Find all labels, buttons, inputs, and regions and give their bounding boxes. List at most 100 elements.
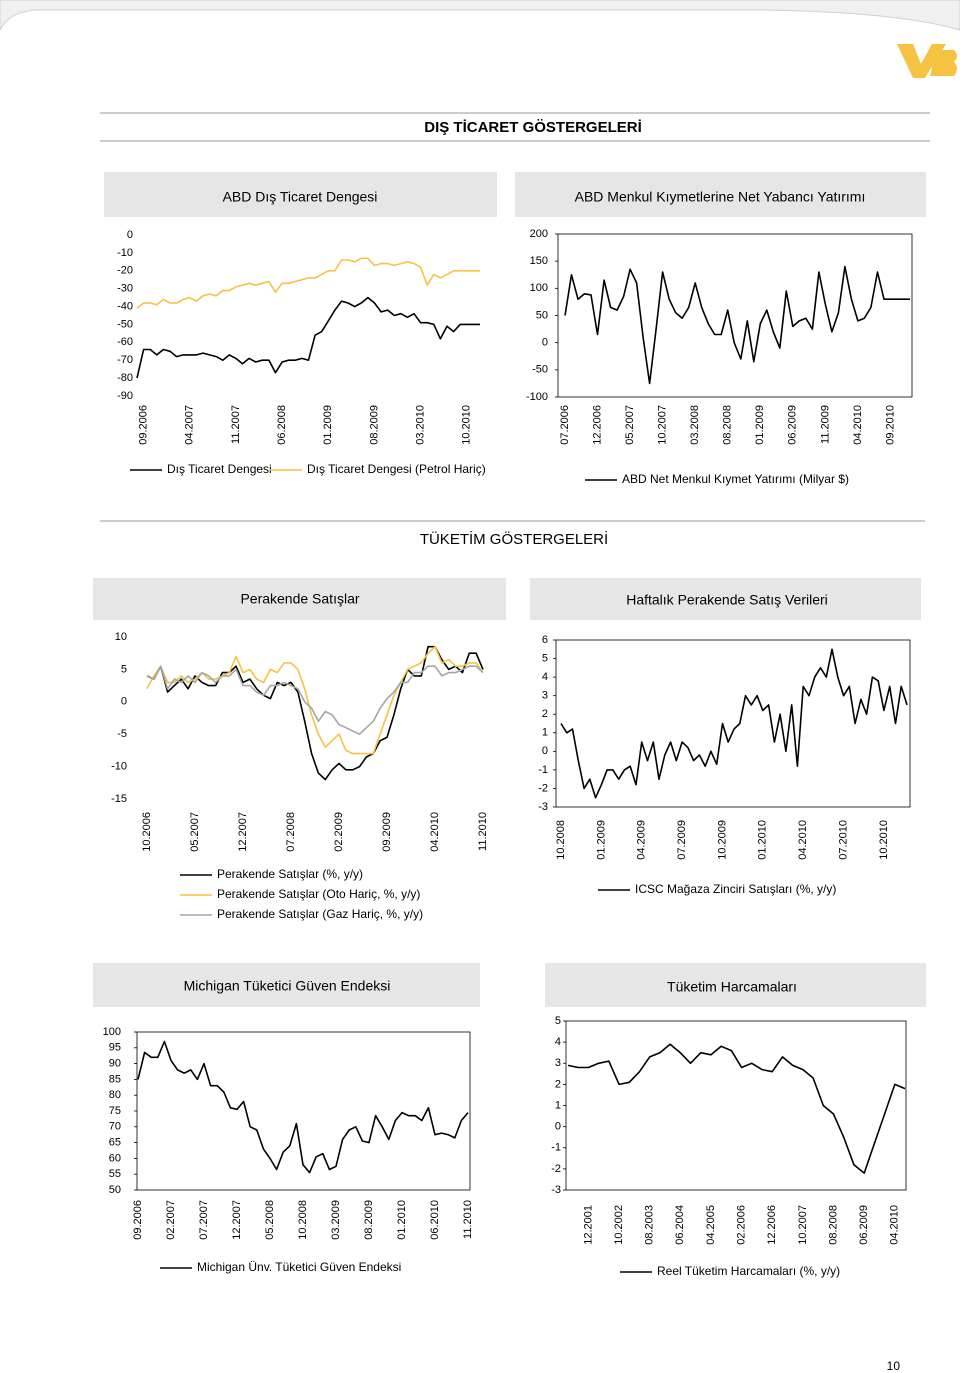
x-tick-label: 04.2010	[852, 405, 864, 445]
chart-title: Haftalık Perakende Satış Verileri	[626, 592, 828, 608]
y-tick-label: 90	[109, 1058, 121, 1070]
y-tick-label: -3	[551, 1184, 561, 1196]
x-tick-label: 04.2010	[797, 820, 809, 860]
y-tick-label: 5	[542, 652, 548, 664]
x-tick-label: 10.2008	[555, 820, 567, 860]
x-tick-label: 11.2007	[230, 405, 242, 444]
y-tick-label: 85	[109, 1073, 121, 1085]
y-tick-label: 95	[109, 1042, 121, 1054]
x-tick-label: 10.2007	[797, 1205, 809, 1245]
x-tick-label: 06.2009	[787, 405, 799, 445]
y-tick-label: 6	[542, 634, 548, 646]
x-tick-label: 10.2007	[657, 405, 669, 445]
x-tick-label: 02.2009	[333, 812, 345, 852]
y-tick-label: 0	[121, 696, 127, 708]
y-tick-label: 65	[109, 1137, 121, 1149]
y-tick-label: 1	[555, 1099, 561, 1111]
y-tick-label: -60	[117, 336, 133, 348]
plot-frame	[557, 233, 913, 398]
y-tick-label: -100	[526, 391, 548, 403]
x-tick-label: 12.2007	[231, 1200, 243, 1240]
x-tick-label: 07.2008	[285, 812, 297, 852]
x-tick-label: 10.2008	[297, 1200, 309, 1240]
y-tick-label: 55	[109, 1168, 121, 1180]
x-tick-label: 04.2010	[429, 812, 441, 852]
y-tick-label: 4	[555, 1036, 561, 1048]
x-tick-label: 01.2009	[322, 405, 334, 445]
legend-label: ABD Net Menkul Kıymet Yatırımı (Milyar $…	[622, 472, 849, 486]
y-tick-label: 5	[121, 663, 127, 675]
x-tick-label: 01.2010	[396, 1200, 408, 1240]
plot-frame	[555, 639, 911, 808]
logo-b	[930, 50, 957, 76]
y-tick-label: -2	[551, 1163, 561, 1175]
y-tick-label: -30	[117, 283, 133, 295]
x-tick-label: 10.2010	[461, 405, 473, 445]
x-tick-label: 05.2007	[189, 812, 201, 852]
series-line	[146, 645, 484, 781]
series-line	[137, 1040, 469, 1174]
x-tick-label: 09.2006	[138, 405, 150, 445]
legend-label: Michigan Ünv. Tüketici Güven Endeksi	[197, 1260, 401, 1274]
x-tick-label: 07.2006	[559, 405, 571, 445]
y-tick-label: -50	[532, 364, 548, 376]
x-tick-label: 04.2005	[705, 1205, 717, 1245]
title-box	[93, 578, 506, 620]
x-tick-label: 10.2010	[878, 820, 890, 860]
y-tick-label: 60	[109, 1152, 121, 1164]
title-box	[104, 172, 497, 217]
y-tick-label: -10	[111, 761, 127, 773]
x-tick-label: 05.2008	[264, 1200, 276, 1240]
series-line	[146, 645, 484, 755]
x-tick-label: 04.2009	[636, 820, 648, 860]
x-tick-label: 09.2009	[381, 812, 393, 852]
y-tick-label: 50	[109, 1184, 121, 1196]
title-box	[93, 963, 480, 1007]
series-line	[560, 648, 908, 799]
chart-title: Tüketim Harcamaları	[667, 979, 797, 995]
y-tick-label: -2	[538, 782, 548, 794]
x-tick-label: 01.2009	[754, 405, 766, 445]
y-tick-label: 0	[555, 1121, 561, 1133]
x-tick-label: 06.2008	[276, 405, 288, 445]
x-tick-label: 09.2010	[884, 405, 896, 445]
y-tick-label: -1	[551, 1142, 561, 1154]
series-line	[564, 265, 910, 385]
legend-label: Reel Tüketim Harcamaları (%, y/y)	[657, 1264, 840, 1278]
x-tick-label: 07.2007	[198, 1200, 210, 1240]
x-tick-label: 01.2010	[757, 820, 769, 860]
header-band	[0, 0, 960, 31]
legend-label: ICSC Mağaza Zinciri Satışları (%, y/y)	[635, 882, 836, 896]
series-line	[146, 665, 484, 735]
legend-label: Perakende Satışlar (Oto Hariç, %, y/y)	[217, 887, 420, 901]
y-tick-label: -70	[117, 354, 133, 366]
y-tick-label: 100	[530, 282, 548, 294]
section-title: DIŞ TİCARET GÖSTERGELERİ	[424, 119, 642, 136]
legend-label: Perakende Satışlar (%, y/y)	[217, 867, 363, 881]
y-tick-label: 5	[555, 1015, 561, 1027]
y-tick-label: -10	[117, 247, 133, 259]
chart-title: Perakende Satışlar	[240, 591, 359, 607]
x-tick-label: 10.2009	[716, 820, 728, 860]
y-tick-label: 2	[555, 1078, 561, 1090]
title-box	[515, 172, 926, 217]
logo	[897, 44, 957, 78]
x-tick-label: 05.2007	[624, 405, 636, 445]
y-tick-label: 1	[542, 727, 548, 739]
series-line	[567, 1043, 906, 1174]
y-tick-label: 80	[109, 1089, 121, 1101]
x-tick-label: 10.2006	[141, 812, 153, 852]
y-tick-label: 50	[536, 309, 548, 321]
y-tick-label: 10	[115, 631, 127, 643]
y-tick-label: -40	[117, 300, 133, 312]
logo-v	[897, 44, 946, 78]
x-tick-label: 12.2006	[591, 405, 603, 445]
x-tick-label: 07.2009	[676, 820, 688, 860]
x-tick-label: 08.2008	[722, 405, 734, 445]
y-tick-label: -1	[538, 764, 548, 776]
x-tick-label: 08.2009	[363, 1200, 375, 1240]
y-tick-label: 3	[555, 1057, 561, 1069]
y-tick-label: -15	[111, 793, 127, 805]
